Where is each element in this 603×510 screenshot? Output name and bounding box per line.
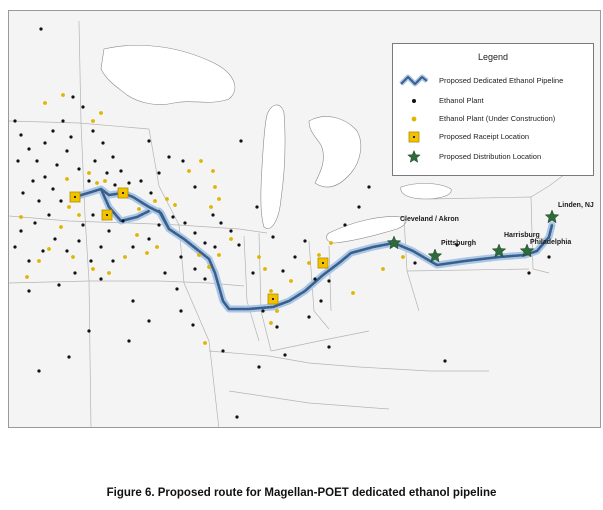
- legend-item-pipeline: Proposed Dedicated Ethanol Pipeline: [399, 74, 591, 88]
- lake-superior: [100, 45, 236, 105]
- legend: Legend Proposed Dedicated Ethanol Pipeli…: [392, 43, 594, 176]
- lake-huron: [308, 116, 362, 188]
- legend-item-distribution: Proposed Distribution Location: [399, 150, 591, 164]
- legend-item-under-construction: Ethanol Plant (Under Construction): [399, 112, 591, 126]
- legend-item-receipt: Proposed Raceipt Location: [399, 130, 591, 144]
- receipt-location-centers: [74, 192, 324, 300]
- green-star-icon: [407, 150, 421, 163]
- yellow-dot-icon: [411, 116, 417, 122]
- city-label-linden: Linden, NJ: [558, 202, 594, 209]
- lake-michigan: [260, 104, 286, 229]
- black-dot-icon: [412, 99, 416, 103]
- legend-title: Legend: [477, 52, 509, 62]
- legend-label: Proposed Raceipt Location: [439, 132, 530, 141]
- distribution-locations: [386, 209, 560, 263]
- city-label-pittsburgh: Pittsburgh: [441, 240, 476, 247]
- figure-caption: Figure 6. Proposed route for Magellan-PO…: [106, 487, 497, 499]
- yellow-square-icon: [408, 131, 420, 143]
- legend-label: Ethanol Plant (Under Construction): [439, 114, 556, 123]
- city-label-harrisburg: Harrisburg: [504, 232, 540, 239]
- legend-label: Ethanol Plant: [439, 96, 484, 105]
- legend-item-ethanol-plant: Ethanol Plant: [399, 94, 591, 108]
- legend-label: Proposed Dedicated Ethanol Pipeline: [439, 76, 564, 85]
- water-bodies: [100, 45, 452, 244]
- city-label-philadelphia: Philadelphia: [530, 239, 572, 246]
- city-label-cleveland: Cleveland / Akron: [400, 216, 459, 223]
- legend-label: Proposed Distribution Location: [439, 152, 542, 161]
- map: Cleveland / Akron Pittsburgh Harrisburg …: [8, 10, 601, 428]
- pipeline-route: [71, 185, 556, 313]
- pipeline-icon: [399, 74, 429, 87]
- map-canvas: [9, 20, 585, 427]
- ethanol-plants-under-construction: [19, 93, 405, 345]
- ethanol-plants: [13, 27, 551, 419]
- lake-ontario: [400, 183, 452, 200]
